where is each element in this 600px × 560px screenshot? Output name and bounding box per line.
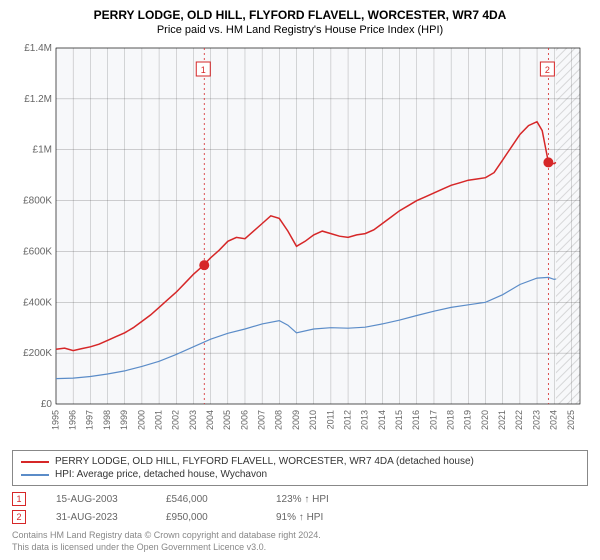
legend-swatch-property	[21, 461, 49, 463]
footer-line-1: Contains HM Land Registry data © Crown c…	[12, 530, 588, 542]
svg-text:£1.4M: £1.4M	[24, 43, 52, 54]
svg-text:2023: 2023	[531, 410, 541, 430]
svg-text:2025: 2025	[566, 410, 576, 430]
svg-text:2001: 2001	[153, 410, 163, 430]
svg-text:1: 1	[201, 65, 206, 75]
price-point-row: 2 31-AUG-2023 £950,000 91% ↑ HPI	[12, 508, 588, 526]
svg-text:1999: 1999	[119, 410, 129, 430]
chart-title: PERRY LODGE, OLD HILL, FLYFORD FLAVELL, …	[12, 8, 588, 22]
point-price: £950,000	[166, 512, 246, 523]
svg-text:2: 2	[545, 65, 550, 75]
svg-text:1995: 1995	[50, 410, 60, 430]
svg-text:2004: 2004	[205, 410, 215, 430]
point-price: £546,000	[166, 494, 246, 505]
chart-svg: £0 £200K £400K £600K £800K £1M £1.2M £1.4M 1995 1…	[12, 42, 588, 444]
svg-text:2000: 2000	[136, 410, 146, 430]
svg-text:£1M: £1M	[33, 145, 52, 156]
svg-text:2009: 2009	[291, 410, 301, 430]
svg-text:2013: 2013	[360, 410, 370, 430]
svg-text:2007: 2007	[257, 410, 267, 430]
svg-text:2005: 2005	[222, 410, 232, 430]
point-date: 31-AUG-2023	[56, 512, 136, 523]
svg-text:2012: 2012	[342, 410, 352, 430]
point-date: 15-AUG-2003	[56, 494, 136, 505]
legend-label: PERRY LODGE, OLD HILL, FLYFORD FLAVELL, …	[55, 456, 474, 467]
svg-text:2015: 2015	[394, 410, 404, 430]
svg-text:£400K: £400K	[23, 297, 52, 308]
svg-text:£1.2M: £1.2M	[24, 94, 52, 105]
svg-text:2021: 2021	[497, 410, 507, 430]
price-points: 1 15-AUG-2003 £546,000 123% ↑ HPI 2 31-A…	[12, 490, 588, 526]
svg-text:£800K: £800K	[23, 196, 52, 207]
chart-area: £0 £200K £400K £600K £800K £1M £1.2M £1.4M 1995 1…	[12, 42, 588, 444]
legend-row: PERRY LODGE, OLD HILL, FLYFORD FLAVELL, …	[21, 455, 579, 468]
svg-text:2010: 2010	[308, 410, 318, 430]
svg-text:2011: 2011	[325, 410, 335, 429]
chart-subtitle: Price paid vs. HM Land Registry's House …	[12, 24, 588, 36]
legend-row: HPI: Average price, detached house, Wych…	[21, 468, 579, 481]
svg-text:2002: 2002	[171, 410, 181, 430]
svg-text:2003: 2003	[188, 410, 198, 430]
svg-text:£0: £0	[41, 399, 53, 410]
legend-label: HPI: Average price, detached house, Wych…	[55, 469, 267, 480]
legend: PERRY LODGE, OLD HILL, FLYFORD FLAVELL, …	[12, 450, 588, 486]
legend-swatch-hpi	[21, 474, 49, 476]
svg-text:2018: 2018	[446, 410, 456, 430]
price-point-row: 1 15-AUG-2003 £546,000 123% ↑ HPI	[12, 490, 588, 508]
footer-line-2: This data is licensed under the Open Gov…	[12, 542, 588, 554]
point-pct: 91% ↑ HPI	[276, 512, 356, 523]
svg-text:1997: 1997	[85, 410, 95, 430]
svg-text:2017: 2017	[428, 410, 438, 430]
point-badge-1: 1	[12, 492, 26, 506]
svg-text:2008: 2008	[274, 410, 284, 430]
svg-text:2016: 2016	[411, 410, 421, 430]
point-pct: 123% ↑ HPI	[276, 494, 356, 505]
svg-text:2024: 2024	[549, 410, 559, 430]
svg-text:2014: 2014	[377, 410, 387, 430]
svg-text:£200K: £200K	[23, 348, 52, 359]
attribution: Contains HM Land Registry data © Crown c…	[12, 530, 588, 553]
svg-text:2022: 2022	[514, 410, 524, 430]
svg-text:1996: 1996	[68, 410, 78, 430]
svg-text:2019: 2019	[463, 410, 473, 430]
svg-text:2020: 2020	[480, 410, 490, 430]
svg-text:1998: 1998	[102, 410, 112, 430]
svg-text:£600K: £600K	[23, 246, 52, 257]
point-badge-2: 2	[12, 510, 26, 524]
svg-text:2006: 2006	[239, 410, 249, 430]
